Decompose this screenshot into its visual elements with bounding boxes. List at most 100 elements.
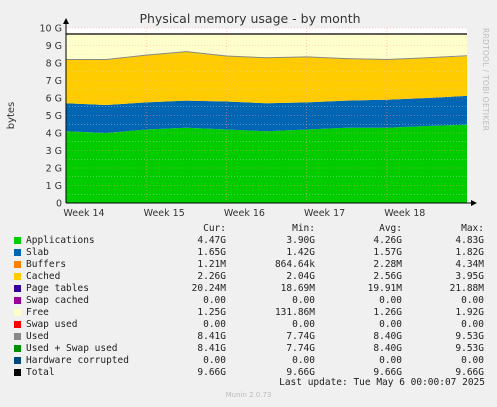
legend-value-min: 0.00 (292, 355, 315, 366)
legend-value-avg: 1.57G (373, 247, 402, 258)
legend-value-max: 0.00 (461, 319, 484, 330)
legend-value-avg: 9.66G (373, 367, 402, 378)
rrdtool-credit: RRDTOOL / TOBI OETIKER (481, 28, 490, 132)
legend-row-slab: Slab 1.65G 1.42G 1.57G 1.82G (0, 247, 497, 259)
legend-swatch (14, 321, 21, 328)
y-tick-label: 2 G (46, 164, 62, 175)
legend-row-total: Total 9.66G 9.66G 9.66G 9.66G (0, 367, 497, 379)
y-axis-arrow (63, 18, 69, 24)
legend-value-cur: 4.47G (197, 235, 226, 246)
legend-swatch (14, 261, 21, 268)
legend-value-max: 1.82G (455, 247, 484, 258)
footer: Munin 2.0.73 (225, 391, 272, 399)
legend-swatch (14, 273, 21, 280)
legend-value-max: 3.95G (455, 271, 484, 282)
legend-row-swap_cache: Swap cached 0.00 0.00 0.00 0.00 (0, 295, 497, 307)
legend-value-cur: 0.00 (203, 319, 226, 330)
legend-label: Cached (26, 271, 61, 282)
area-cached (66, 51, 467, 105)
y-tick-label: 7 G (46, 76, 62, 87)
legend-value-avg: 0.00 (379, 295, 402, 306)
legend-label: Free (26, 307, 49, 318)
legend-value-cur: 1.65G (197, 247, 226, 258)
legend-value-max: 21.88M (449, 283, 484, 294)
legend-value-min: 1.42G (286, 247, 315, 258)
legend-row-swap: Swap used 0.00 0.00 0.00 0.00 (0, 319, 497, 331)
legend-swatch (14, 297, 21, 304)
legend-label: Applications (26, 235, 95, 246)
legend-swatch (14, 249, 21, 256)
x-tick-label: Week 17 (304, 208, 345, 219)
y-axis-label: bytes (6, 102, 17, 130)
legend-value-cur: 0.00 (203, 295, 226, 306)
line-used (66, 51, 468, 61)
legend-value-min: 7.74G (286, 343, 315, 354)
legend-row-buffers: Buffers 1.21M 864.64k 2.28M 4.34M (0, 259, 497, 271)
y-tick-label: 9 G (46, 41, 62, 52)
area-applications (66, 124, 467, 203)
legend-value-min: 9.66G (286, 367, 315, 378)
legend-value-max: 9.53G (455, 331, 484, 342)
legend-value-max: 4.83G (455, 235, 484, 246)
legend-value-max: 4.34M (455, 259, 484, 270)
legend-row-hw_corrupted: Hardware corrupted 0.00 0.00 0.00 0.00 (0, 355, 497, 367)
y-tick-label: 4 G (46, 129, 62, 140)
legend-value-avg: 8.40G (373, 343, 402, 354)
legend-swatch (14, 237, 21, 244)
legend-header-cur: Cur: (203, 223, 226, 234)
legend-value-min: 0.00 (292, 295, 315, 306)
legend-value-avg: 0.00 (379, 355, 402, 366)
legend-swatch (14, 357, 21, 364)
y-tick-label: 1 G (46, 181, 62, 192)
legend-row-used: Used 8.41G 7.74G 8.40G 9.53G (0, 331, 497, 343)
chart: Physical memory usage - by month bytes 0 1 … (6, 11, 477, 219)
legend-swatch (14, 345, 21, 352)
legend-value-cur: 1.25G (197, 307, 226, 318)
legend-row-page_tables: Page tables 20.24M 18.69M 19.91M 21.88M (0, 283, 497, 295)
legend-label: Buffers (26, 259, 67, 270)
y-tick-label: 10 G (40, 24, 62, 35)
legend-row-used_swap: Used + Swap used 8.41G 7.74G 8.40G 9.53G (0, 343, 497, 355)
legend-value-min: 864.64k (274, 259, 315, 270)
legend-value-max: 9.66G (455, 367, 484, 378)
last-update: Last update: Tue May 6 00:00:07 2025 (279, 377, 485, 388)
legend-value-cur: 2.26G (197, 271, 226, 282)
legend-value-min: 18.69M (280, 283, 315, 294)
legend-value-cur: 8.41G (197, 331, 226, 342)
legend-header-avg: Avg: (379, 223, 402, 234)
y-tick-label: 5 G (46, 111, 62, 122)
y-tick-label: 0 (56, 199, 62, 210)
legend-value-min: 7.74G (286, 331, 315, 342)
legend-value-avg: 2.28M (373, 259, 402, 270)
chart-title: Physical memory usage - by month (139, 11, 360, 26)
legend-swatch (14, 285, 21, 292)
area-slab (66, 95, 467, 133)
legend-value-max: 0.00 (461, 295, 484, 306)
legend-value-cur: 1.21M (197, 259, 226, 270)
area-free (66, 34, 467, 60)
legend-value-avg: 0.00 (379, 319, 402, 330)
y-tick-label: 3 G (46, 146, 62, 157)
legend-value-cur: 9.66G (197, 367, 226, 378)
legend-value-avg: 8.40G (373, 331, 402, 342)
legend-value-cur: 20.24M (191, 283, 226, 294)
legend-value-avg: 19.91M (367, 283, 402, 294)
legend-value-max: 0.00 (461, 355, 484, 366)
legend-value-min: 0.00 (292, 319, 315, 330)
x-axis-arrow (471, 200, 477, 206)
x-tick-label: Week 16 (224, 208, 265, 219)
x-tick-label: Week 15 (144, 208, 185, 219)
legend-value-min: 131.86M (274, 307, 315, 318)
legend-value-min: 2.04G (286, 271, 315, 282)
legend-label: Swap used (26, 319, 78, 330)
legend-swatch (14, 309, 21, 316)
legend-row-cached: Cached 2.26G 2.04G 2.56G 3.95G (0, 271, 497, 283)
legend-label: Total (26, 367, 55, 378)
legend-label: Page tables (26, 283, 89, 294)
legend-value-cur: 0.00 (203, 355, 226, 366)
legend-swatch (14, 333, 21, 340)
legend-header-min: Min: (292, 223, 315, 234)
y-tick-label: 8 G (46, 59, 62, 70)
legend-swatch (14, 369, 21, 376)
legend-value-cur: 8.41G (197, 343, 226, 354)
